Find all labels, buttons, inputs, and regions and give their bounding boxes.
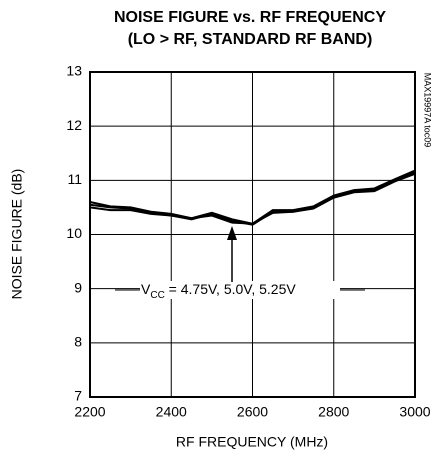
x-tick-label: 2400 <box>156 404 187 420</box>
chart-title: NOISE FIGURE vs. RF FREQUENCY <box>114 9 386 26</box>
series-line <box>89 171 416 226</box>
x-tick-label: 2600 <box>237 404 268 420</box>
annotation-text: = 4.75V, 5.0V, 5.25V <box>165 281 297 297</box>
x-tick-label: 3000 <box>399 404 430 420</box>
y-tick-label: 10 <box>66 225 82 241</box>
x-tick-label: 2800 <box>318 404 349 420</box>
x-tick-label: 2200 <box>74 404 105 420</box>
y-tick-label: 13 <box>66 63 82 79</box>
side-note: MAX19997A toc09 <box>423 73 433 148</box>
y-tick-label: 12 <box>66 117 82 133</box>
plot-frame <box>89 71 416 398</box>
annotation-text: CC <box>150 290 164 301</box>
arrow-head <box>227 226 237 240</box>
series-line <box>89 169 416 225</box>
y-tick-label: 11 <box>67 171 82 187</box>
x-axis-label: RF FREQUENCY (MHz) <box>176 434 328 450</box>
y-tick-label: 7 <box>74 388 82 404</box>
annotation-bg <box>140 281 340 299</box>
annotation: VCC = 4.75V, 5.0V, 5.25V <box>141 281 296 301</box>
annotation-text: V <box>141 281 151 297</box>
chart-title: (LO > RF, STANDARD RF BAND) <box>128 31 373 48</box>
y-tick-label: 9 <box>74 279 82 295</box>
y-axis-label: NOISE FIGURE (dB) <box>9 169 25 300</box>
y-tick-label: 8 <box>74 334 82 350</box>
